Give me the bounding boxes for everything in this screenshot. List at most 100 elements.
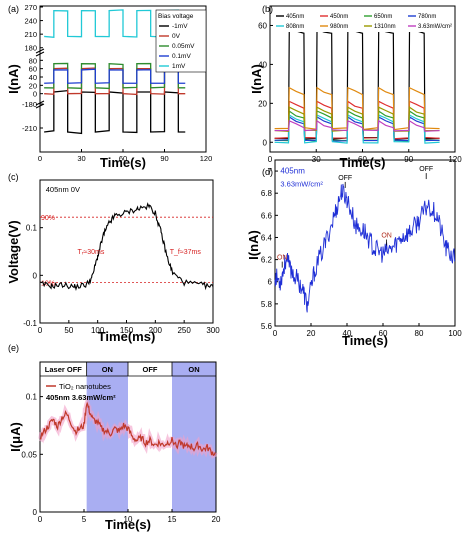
x-tick-label: 60 bbox=[379, 329, 388, 338]
legend-entry: 450nm bbox=[330, 14, 348, 20]
x-axis-label: Time(ms) bbox=[98, 329, 156, 344]
segment-label: ON bbox=[188, 365, 199, 374]
annotation: ON bbox=[277, 255, 288, 262]
legend-title: Bias voltage bbox=[158, 13, 194, 20]
y-tick-label: 210 bbox=[24, 30, 37, 39]
x-tick-label: 30 bbox=[77, 154, 85, 163]
y-tick-label: 7 bbox=[268, 167, 273, 176]
series-line bbox=[274, 109, 440, 142]
x-tick-label: 0 bbox=[38, 326, 43, 335]
x-axis-label: Time(s) bbox=[342, 333, 388, 348]
x-tick-label: 0 bbox=[273, 329, 278, 338]
y-tick-label: 0.1 bbox=[26, 224, 38, 233]
y-tick-label: 6.4 bbox=[261, 233, 273, 242]
axis-break-mark bbox=[35, 100, 45, 106]
series-line bbox=[39, 202, 214, 292]
annotation: Tᵣ≈30ms bbox=[77, 249, 104, 256]
y-tick-label: 6.2 bbox=[261, 256, 273, 265]
y-tick-label: 5.8 bbox=[261, 300, 273, 309]
legend-entry: 0V bbox=[172, 33, 181, 40]
annotation: OFF bbox=[338, 175, 352, 182]
legend-entry: 808nm bbox=[286, 24, 304, 30]
legend-entry: 650nm bbox=[374, 14, 392, 20]
y-tick-label: 240 bbox=[24, 17, 37, 26]
chart-panel-d: (d) 5.6 5.8 6 6.2 6.4 6.6 6.8 7 0 20 40 60 80 100 Time(… bbox=[246, 159, 462, 348]
series-line bbox=[274, 113, 440, 144]
panel-label: (e) bbox=[8, 343, 19, 353]
x-tick-label: 50 bbox=[64, 326, 73, 335]
y-tick-label: 0 bbox=[263, 138, 268, 147]
x-tick-label: 250 bbox=[177, 326, 191, 335]
x-axis-label: Time(s) bbox=[340, 155, 386, 170]
series-line bbox=[274, 86, 440, 131]
y-tick-label: 6.8 bbox=[261, 189, 273, 198]
legend-entry: 780nm bbox=[418, 14, 436, 20]
legend-entry: 0.05mV bbox=[172, 43, 195, 50]
y-tick-label: 0 bbox=[33, 271, 38, 280]
panel-label: (c) bbox=[8, 172, 19, 182]
y-tick-label: 270 bbox=[24, 3, 37, 12]
legend-entry: 1mV bbox=[172, 63, 186, 70]
panel-label: (b) bbox=[262, 4, 273, 14]
axis-break-mark bbox=[35, 103, 45, 109]
chart-panel-e: (e) Laser OFF ON OFF ON 0 0.05 0.1 0 5 10 15 20 Time(… bbox=[8, 343, 221, 532]
series-line--1mV bbox=[44, 89, 186, 135]
annotation: 405nm bbox=[280, 166, 305, 175]
on-region bbox=[172, 362, 216, 512]
segment-label: OFF bbox=[143, 365, 158, 374]
y-tick-label: 0.05 bbox=[21, 450, 37, 459]
y-tick-label: 60 bbox=[29, 65, 37, 74]
x-tick-label: 15 bbox=[168, 515, 177, 524]
legend-entry: 980nm bbox=[330, 24, 348, 30]
y-tick-label: 0 bbox=[33, 508, 38, 517]
x-tick-label: 5 bbox=[82, 515, 87, 524]
y-tick-label: -180 bbox=[22, 100, 37, 109]
y-tick-label: 5.6 bbox=[261, 322, 273, 331]
reference-line-label: 90% bbox=[41, 215, 55, 222]
panel-label: (d) bbox=[262, 167, 273, 177]
legend-entry: 405nm bbox=[286, 14, 304, 20]
y-tick-label: 0 bbox=[33, 90, 37, 99]
x-tick-label: 0 bbox=[268, 155, 273, 164]
y-tick-label: -210 bbox=[22, 124, 37, 133]
x-tick-label: 40 bbox=[343, 329, 352, 338]
series-line bbox=[39, 401, 216, 457]
y-axis-label: I(nA) bbox=[246, 230, 261, 260]
annotation: T_f≈37ms bbox=[170, 249, 202, 256]
chart-panel-c: (c)90%10%-0.100.10 50 100 150 200 250 300Time(… bbox=[6, 172, 220, 344]
y-tick-label: 40 bbox=[29, 73, 37, 82]
x-tick-label: 0 bbox=[38, 515, 43, 524]
legend-entry: -1mV bbox=[172, 23, 188, 30]
y-tick-label: 60 bbox=[258, 21, 267, 30]
x-axis-label: Time(s) bbox=[105, 517, 151, 532]
legend-entry: 3.63mW/cm² bbox=[418, 24, 452, 30]
legend-box bbox=[155, 9, 207, 73]
x-tick-label: 200 bbox=[149, 326, 163, 335]
y-axis-label: Voltage(V) bbox=[6, 220, 21, 283]
x-tick-label: 90 bbox=[160, 154, 168, 163]
segment-label: ON bbox=[102, 365, 113, 374]
plot-frame bbox=[274, 159, 456, 327]
y-tick-label: -0.1 bbox=[23, 319, 37, 328]
legend-entry: TiO₂ nanotubes bbox=[59, 382, 111, 391]
x-tick-label: 150 bbox=[120, 326, 134, 335]
y-axis-label: I(nA) bbox=[6, 64, 21, 94]
y-axis-label: I(μA) bbox=[8, 422, 23, 452]
series-line bbox=[274, 106, 440, 133]
series-line bbox=[274, 119, 440, 132]
x-tick-label: 20 bbox=[307, 329, 316, 338]
y-tick-label: 180 bbox=[24, 44, 37, 53]
x-tick-label: 100 bbox=[448, 329, 462, 338]
x-tick-label: 0 bbox=[38, 154, 42, 163]
x-tick-label: 80 bbox=[415, 329, 424, 338]
segment-label: Laser OFF bbox=[45, 365, 83, 374]
annotation: 3.63mW/cm² bbox=[280, 180, 323, 189]
x-tick-label: 20 bbox=[212, 515, 221, 524]
legend-entry: 0.1mV bbox=[172, 53, 191, 60]
y-tick-label: 6 bbox=[268, 278, 273, 287]
legend-entry: 1310nm bbox=[374, 24, 396, 30]
panel-label: (a) bbox=[8, 4, 19, 14]
